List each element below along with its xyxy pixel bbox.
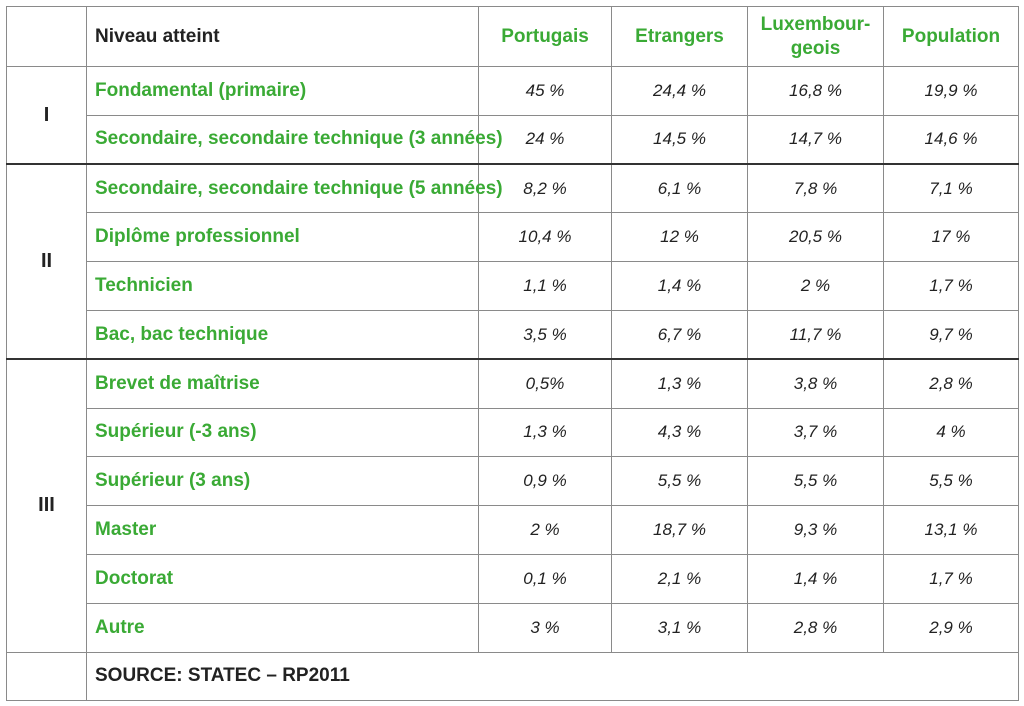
row-label: Secondaire, secondaire technique (5 anné… [86,163,503,214]
value-cell: 1,4 % [747,553,884,604]
value-cell: 3,7 % [747,407,884,458]
row-label: Technicien [86,261,479,311]
value-cell: 7,1 % [883,163,1019,214]
value-cell: 17 % [883,212,1019,263]
value-cell: 14,5 % [611,114,748,165]
value-cell: 11,7 % [747,309,884,360]
source-row: SOURCE: STATEC – RP2011 [6,651,1019,701]
value-cell: 2 % [478,505,612,555]
value-cell: 0,9 % [478,456,612,507]
header-population: Population [883,6,1019,67]
education-table: Niveau atteint Portugais Etrangers Luxem… [6,6,1019,701]
row-label: Master [86,505,479,555]
row-label: Supérieur (3 ans) [86,456,479,507]
table-row: II Secondaire, secondaire technique (5 an… [6,163,1019,360]
table-row: Technicien 1,1 % 1,4 % 2 % 1,7 % [7,261,1019,311]
value-cell: 2 % [747,261,884,311]
value-cell: 5,5 % [883,456,1019,507]
source-note: SOURCE: STATEC – RP2011 [86,651,1019,701]
header-etrangers: Etrangers [611,6,748,67]
value-cell: 5,5 % [611,456,748,507]
value-cell: 24 % [478,114,612,165]
header-luxembourgeois: Luxembour-geois [747,6,884,67]
value-cell: 2,9 % [883,602,1019,653]
value-cell: 3 % [478,602,612,653]
table-row: Doctorat 0,1 % 2,1 % 1,4 % 1,7 % [7,553,1019,604]
row-label: Secondaire, secondaire technique (3 anné… [86,114,503,165]
table-row: Master 2 % 18,7 % 9,3 % 13,1 % [7,505,1019,555]
value-cell: 2,8 % [883,358,1019,409]
table-row: III Brevet de maîtrise 0,5% 1,3 % 3,8 % 2,8 % [6,358,1019,653]
value-cell: 1,3 % [478,407,612,458]
value-cell: 45 % [478,66,612,116]
value-cell: 1,7 % [883,261,1019,311]
value-cell: 14,6 % [883,114,1019,165]
table-row: I Fondamental (primaire) 45 % 24,4 % 16,8 % 1… [6,66,1019,165]
value-cell: 6,7 % [611,309,748,360]
row-label: Diplôme professionnel [86,212,479,263]
row-label: Bac, bac technique [86,309,479,360]
row-label: Autre [86,602,479,653]
value-cell: 3,5 % [478,309,612,360]
level-cell: I [6,66,87,165]
table-row: Supérieur (3 ans) 0,9 % 5,5 % 5,5 % 5,5 % [7,456,1019,507]
value-cell: 10,4 % [478,212,612,263]
row-label: Supérieur (-3 ans) [86,407,479,458]
level-cell: III [6,358,87,653]
table-row: Autre 3 % 3,1 % 2,8 % 2,9 % [7,602,1019,653]
table-row: Bac, bac technique 3,5 % 6,7 % 11,7 % 9,7 % [7,309,1019,360]
header-empty-cell [6,6,87,67]
header-portugais: Portugais [478,6,612,67]
value-cell: 12 % [611,212,748,263]
value-cell: 9,3 % [747,505,884,555]
table-row: Secondaire, secondaire technique (3 anné… [7,114,1019,165]
level-cell: II [6,163,87,360]
value-cell: 3,1 % [611,602,748,653]
value-cell: 2,1 % [611,553,748,604]
header-niveau: Niveau atteint [86,6,479,67]
value-cell: 4 % [883,407,1019,458]
value-cell: 1,4 % [611,261,748,311]
value-cell: 19,9 % [883,66,1019,116]
value-cell: 0,5% [478,358,612,409]
value-cell: 14,7 % [747,114,884,165]
value-cell: 7,8 % [747,163,884,214]
value-cell: 5,5 % [747,456,884,507]
value-cell: 8,2 % [478,163,612,214]
row-label: Brevet de maîtrise [86,358,479,409]
value-cell: 9,7 % [883,309,1019,360]
row-label: Fondamental (primaire) [86,66,479,116]
row-label: Doctorat [86,553,479,604]
value-cell: 2,8 % [747,602,884,653]
source-empty-cell [6,651,87,701]
value-cell: 1,7 % [883,553,1019,604]
table-row: Supérieur (-3 ans) 1,3 % 4,3 % 3,7 % 4 % [7,407,1019,458]
value-cell: 0,1 % [478,553,612,604]
value-cell: 1,1 % [478,261,612,311]
value-cell: 1,3 % [611,358,748,409]
table-row: Diplôme professionnel 10,4 % 12 % 20,5 % 17 … [7,212,1019,263]
value-cell: 24,4 % [611,66,748,116]
value-cell: 20,5 % [747,212,884,263]
header-luxembourgeois-text: Luxembour-geois [760,13,871,59]
value-cell: 13,1 % [883,505,1019,555]
value-cell: 4,3 % [611,407,748,458]
header-row: Niveau atteint Portugais Etrangers Luxem… [6,6,1019,67]
value-cell: 18,7 % [611,505,748,555]
value-cell: 16,8 % [747,66,884,116]
value-cell: 6,1 % [611,163,748,214]
value-cell: 3,8 % [747,358,884,409]
